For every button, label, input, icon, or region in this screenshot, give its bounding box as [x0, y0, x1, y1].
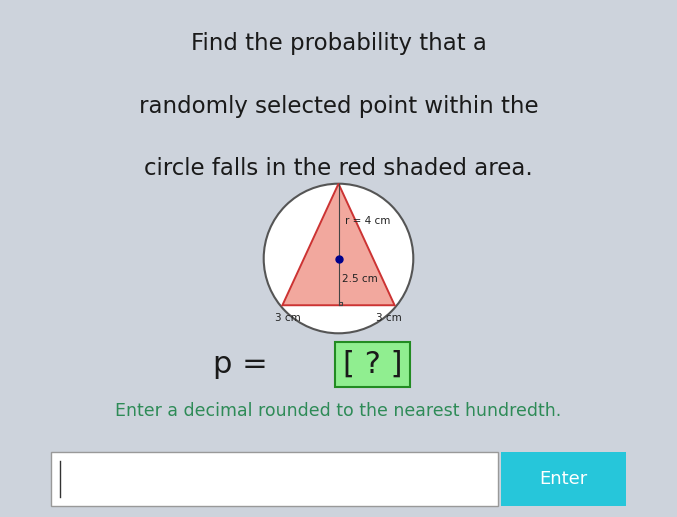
Text: r = 4 cm: r = 4 cm	[345, 216, 391, 226]
Text: 3 cm: 3 cm	[376, 313, 402, 323]
FancyBboxPatch shape	[501, 452, 626, 506]
Text: randomly selected point within the: randomly selected point within the	[139, 95, 538, 117]
Text: [ ? ]: [ ? ]	[343, 350, 402, 379]
Text: p =: p =	[213, 350, 278, 379]
FancyBboxPatch shape	[51, 452, 498, 506]
Polygon shape	[282, 184, 395, 305]
Text: 3 cm: 3 cm	[275, 313, 301, 323]
Text: Enter: Enter	[540, 470, 588, 488]
Text: circle falls in the red shaded area.: circle falls in the red shaded area.	[144, 158, 533, 180]
Point	[333, 254, 344, 263]
Circle shape	[264, 184, 413, 333]
Text: 2.5 cm: 2.5 cm	[343, 274, 378, 284]
Text: Enter a decimal rounded to the nearest hundredth.: Enter a decimal rounded to the nearest h…	[115, 402, 562, 420]
Text: Find the probability that a: Find the probability that a	[190, 32, 487, 55]
